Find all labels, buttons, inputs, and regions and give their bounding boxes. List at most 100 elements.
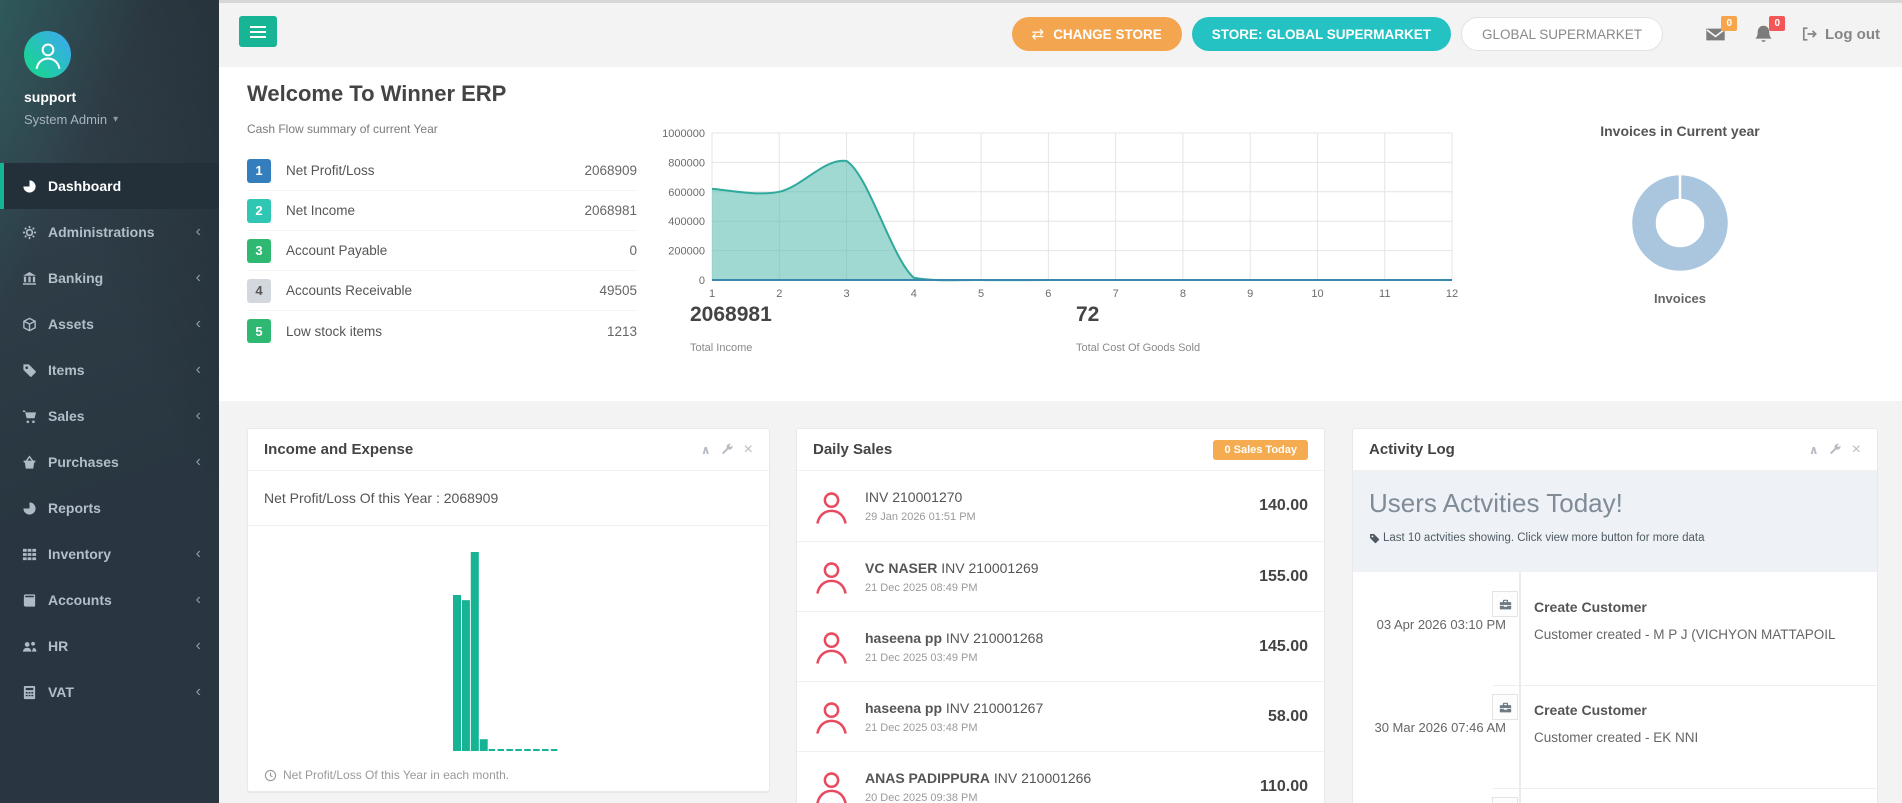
svg-text:1000000: 1000000 xyxy=(662,128,705,140)
sidebar-item-label: VAT xyxy=(48,684,74,700)
chevron-left-icon: ‹ xyxy=(196,270,201,286)
chevron-left-icon: ‹ xyxy=(196,408,201,424)
sidebar-item-administrations[interactable]: Administrations‹ xyxy=(0,209,219,255)
welcome-section: Welcome To Winner ERP Cash Flow summary … xyxy=(219,67,1902,401)
sidebar-item-sales[interactable]: Sales‹ xyxy=(0,393,219,439)
activity-log-header: Activity Log ∧ × xyxy=(1353,429,1877,471)
change-store-button[interactable]: ⇄ CHANGE STORE xyxy=(1012,17,1182,51)
svg-text:5: 5 xyxy=(978,288,984,300)
calculator-icon xyxy=(22,685,37,700)
sidebar-item-label: Banking xyxy=(48,270,103,286)
sidebar-item-inventory[interactable]: Inventory‹ xyxy=(0,531,219,577)
sidebar-item-assets[interactable]: Assets‹ xyxy=(0,301,219,347)
sale-invoice-number: INV 210001270 xyxy=(865,489,962,505)
messages-button[interactable]: 0 xyxy=(1705,24,1726,45)
sidebar-item-vat[interactable]: VAT‹ xyxy=(0,669,219,715)
event-divider xyxy=(1493,685,1877,686)
winner-erp-dashboard: support System Admin ▾ DashboardAdminist… xyxy=(0,0,1902,803)
sale-row[interactable]: ANAS PADIPPURA INV 210001266 20 Dec 2025 … xyxy=(797,751,1324,803)
sidebar-item-reports[interactable]: Reports xyxy=(0,485,219,531)
event-title: Create Customer xyxy=(1534,702,1647,718)
sale-customer-name: VC NASER xyxy=(865,560,937,576)
svg-text:1: 1 xyxy=(709,288,715,300)
total-income-value: 2068981 xyxy=(690,303,772,327)
sale-title: ANAS PADIPPURA INV 210001266 xyxy=(865,770,1091,786)
sale-row[interactable]: haseena pp INV 210001267 21 Dec 2025 03:4… xyxy=(797,681,1324,751)
daily-sales-title: Daily Sales xyxy=(813,441,1213,458)
grid-icon xyxy=(22,547,37,562)
sale-datetime: 21 Dec 2025 03:48 PM xyxy=(865,722,1043,734)
customer-avatar-icon xyxy=(813,558,850,595)
collapse-icon[interactable]: ∧ xyxy=(701,444,711,456)
svg-text:4: 4 xyxy=(911,288,917,300)
stat-label: Accounts Receivable xyxy=(286,283,412,298)
stat-row: 1Net Profit/Loss2068909 xyxy=(247,151,637,191)
panel-tools: ∧ × xyxy=(1809,442,1861,458)
user-role-label: System Admin xyxy=(24,112,107,127)
sale-row[interactable]: INV 21000127029 Jan 2026 01:51 PM140.00 xyxy=(797,471,1324,541)
close-icon[interactable]: × xyxy=(744,442,753,458)
sidebar-toggle-button[interactable] xyxy=(239,16,277,47)
logout-icon xyxy=(1801,26,1817,42)
event-description: Customer created - EK NNI xyxy=(1534,730,1698,745)
sale-row[interactable]: VC NASER INV 21000126921 Dec 2025 08:49 … xyxy=(797,541,1324,611)
activity-log-title: Activity Log xyxy=(1369,441,1809,458)
close-icon[interactable]: × xyxy=(1852,442,1861,458)
customer-avatar-icon xyxy=(813,488,850,525)
invoices-donut-chart xyxy=(1630,173,1730,273)
wrench-icon[interactable] xyxy=(721,443,734,456)
stat-index-badge: 2 xyxy=(247,199,271,223)
gears-icon xyxy=(22,225,37,240)
sale-title: haseena pp INV 210001268 xyxy=(865,630,1043,646)
sidebar-item-label: HR xyxy=(48,638,68,654)
event-icon-box xyxy=(1492,591,1518,617)
daily-sales-header: Daily Sales 0 Sales Today xyxy=(797,429,1324,471)
total-cogs-value: 72 xyxy=(1076,303,1200,327)
avatar xyxy=(24,31,71,78)
event-date: 03 Apr 2026 03:10 PM xyxy=(1353,617,1506,632)
sale-title: haseena pp INV 210001267 xyxy=(865,700,1043,716)
stat-label: Net Profit/Loss xyxy=(286,163,375,178)
sidebar-item-accounts[interactable]: Accounts‹ xyxy=(0,577,219,623)
collapse-icon[interactable]: ∧ xyxy=(1809,444,1819,456)
sidebar-item-banking[interactable]: Banking ‹ xyxy=(0,255,219,301)
daily-sales-list: INV 21000127029 Jan 2026 01:51 PM140.00V… xyxy=(797,471,1324,803)
user-role-dropdown[interactable]: System Admin ▾ xyxy=(24,112,219,127)
current-store-button[interactable]: STORE: GLOBAL SUPERMARKET xyxy=(1192,17,1451,51)
user-panel: support System Admin ▾ xyxy=(0,0,219,163)
sales-today-badge: 0 Sales Today xyxy=(1213,440,1308,460)
change-store-label: CHANGE STORE xyxy=(1053,27,1162,42)
stat-index-badge: 3 xyxy=(247,239,271,263)
sidebar-item-dashboard[interactable]: Dashboard xyxy=(0,163,219,209)
stat-row: 2Net Income2068981 xyxy=(247,191,637,231)
wrench-icon[interactable] xyxy=(1829,443,1842,456)
bank-icon xyxy=(22,271,37,286)
welcome-subtitle: Cash Flow summary of current Year xyxy=(247,122,438,136)
sale-amount: 145.00 xyxy=(1259,638,1308,656)
sale-customer-name: haseena pp xyxy=(865,630,942,646)
income-expense-footnote: Net Profit/Loss Of this Year in each mon… xyxy=(264,768,509,782)
chevron-left-icon: ‹ xyxy=(196,316,201,332)
stat-index-badge: 4 xyxy=(247,279,271,303)
stat-value: 2068981 xyxy=(584,203,637,218)
panel-tools: ∧ × xyxy=(701,442,753,458)
svg-text:11: 11 xyxy=(1379,288,1390,300)
notifications-button[interactable]: 0 xyxy=(1753,24,1774,45)
net-profit-summary: Net Profit/Loss Of this Year : 2068909 xyxy=(248,471,769,526)
sale-row[interactable]: haseena pp INV 21000126821 Dec 2025 03:4… xyxy=(797,611,1324,681)
net-profit-bar-chart xyxy=(248,526,769,759)
topbar: ⇄ CHANGE STORE STORE: GLOBAL SUPERMARKET… xyxy=(219,0,1902,67)
logout-button[interactable]: Log out xyxy=(1801,26,1880,43)
total-income-label: Total Income xyxy=(690,342,772,354)
activity-event: 30 Mar 2026 07:46 AMCreate CustomerCusto… xyxy=(1353,692,1877,795)
user-name: support xyxy=(24,89,219,105)
svg-text:600000: 600000 xyxy=(668,187,705,199)
sidebar-item-purchases[interactable]: Purchases‹ xyxy=(0,439,219,485)
sidebar-item-hr[interactable]: HR‹ xyxy=(0,623,219,669)
sidebar-item-items[interactable]: Items‹ xyxy=(0,347,219,393)
sale-datetime: 20 Dec 2025 09:38 PM xyxy=(865,792,1091,803)
svg-text:12: 12 xyxy=(1446,288,1458,300)
sale-title: VC NASER INV 210001269 xyxy=(865,560,1039,576)
daily-sales-panel: Daily Sales 0 Sales Today INV 2100012702… xyxy=(796,428,1325,803)
sidebar: support System Admin ▾ DashboardAdminist… xyxy=(0,0,219,803)
